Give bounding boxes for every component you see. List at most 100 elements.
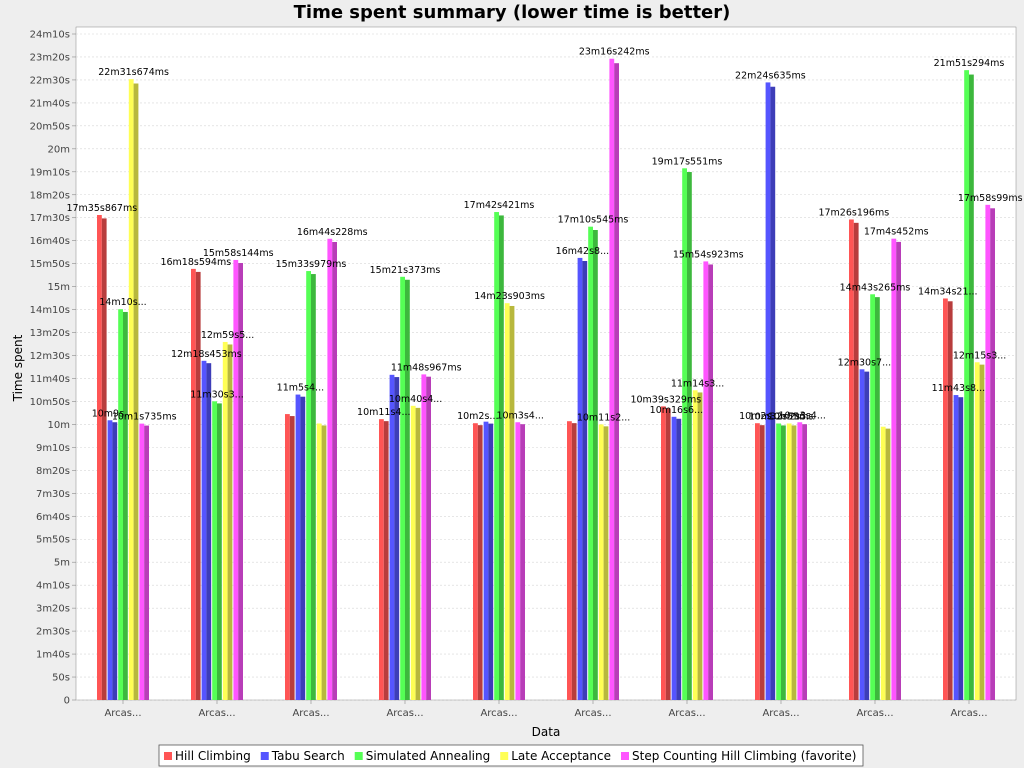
bar — [421, 374, 427, 700]
bar-shadow — [101, 218, 107, 700]
legend-box — [158, 744, 864, 767]
bar-label: 16m18s594ms — [160, 257, 231, 268]
bar — [379, 419, 384, 700]
bar-label: 17m58s99ms — [958, 193, 1023, 204]
bar — [295, 394, 301, 700]
x-axis-ticks: Arcas... Arcas... Arcas... Arcas... Arcas...… — [104, 700, 988, 719]
bar-shadow — [969, 74, 974, 700]
bar-label: 15m21s373ms — [370, 265, 441, 276]
y-tick-label: 11m40s — [30, 374, 70, 385]
bar — [473, 423, 478, 700]
y-tick-label: 10m — [48, 420, 70, 431]
bar — [849, 219, 854, 700]
y-tick-label: 4m10s — [36, 581, 70, 592]
bar — [233, 259, 239, 700]
bar-label: 23m16s242ms — [579, 47, 650, 58]
bar-label: 10m9s... — [92, 408, 133, 419]
bar-shadow — [687, 172, 692, 700]
bar-shadow — [112, 422, 118, 700]
bar-shadow — [759, 425, 765, 700]
legend: Hill Climbing Tabu Search Simulated Anneal… — [158, 744, 864, 767]
bar — [598, 424, 604, 700]
bar — [859, 369, 865, 700]
y-tick-label: 3m20s — [36, 604, 70, 615]
bar-shadow — [781, 425, 786, 700]
y-tick-label: 20m50s — [30, 121, 70, 132]
bar — [776, 423, 781, 700]
x-tick-label: Arcas... — [198, 708, 235, 719]
bar-shadow — [415, 407, 421, 700]
bar-label: 17m10s545ms — [558, 215, 629, 226]
y-tick-label: 19m10s — [30, 167, 70, 178]
bar — [671, 416, 677, 700]
bar-shadow — [499, 215, 504, 700]
bars — [97, 58, 995, 701]
x-tick-label: Arcas... — [480, 708, 517, 719]
bar-shadow — [864, 371, 870, 700]
bar-label: 10m1s735ms — [112, 412, 177, 423]
plot-area — [75, 26, 1017, 701]
bar — [316, 423, 322, 700]
bar — [410, 405, 416, 700]
bar — [567, 421, 572, 700]
bar — [306, 271, 311, 700]
y-tick-label: 2m30s — [36, 627, 70, 638]
bar-shadow — [332, 241, 337, 700]
bar-label: 10m3s4... — [778, 410, 825, 421]
bar-shadow — [144, 425, 149, 700]
bar-label: 14m34s21... — [918, 286, 978, 297]
y-tick-label: 17m30s — [30, 213, 70, 224]
bar-label: 10m2s... — [739, 411, 780, 422]
bar — [139, 423, 145, 700]
y-tick-label: 15m — [48, 282, 70, 293]
legend-item: Hill Climbing — [175, 749, 251, 763]
bar-label: 10m2s... — [457, 411, 498, 422]
bar-label: 10m39s329ms — [630, 394, 701, 405]
bar-label: 11m43s8... — [932, 383, 985, 394]
bar-shadow — [394, 377, 400, 700]
x-tick-label: Arcas... — [762, 708, 799, 719]
bar-shadow — [383, 421, 389, 700]
legend-item: Late Acceptance — [511, 749, 611, 763]
bar — [212, 401, 217, 700]
bar-shadow — [133, 83, 139, 700]
bar-label: 10m2s5... — [768, 411, 815, 422]
bar — [682, 168, 687, 700]
legend-item: Step Counting Hill Climbing (favorite) — [632, 749, 856, 763]
y-tick-label: 22m30s — [30, 75, 70, 86]
bar-label: 12m59s5... — [201, 330, 254, 341]
bar-shadow — [697, 392, 703, 700]
y-tick-label: 23m20s — [30, 52, 70, 63]
bar-shadow — [571, 423, 577, 700]
y-tick-label: 1m40s — [36, 650, 70, 661]
bar-label: 10m11s2... — [577, 412, 630, 423]
bar-shadow — [311, 274, 316, 700]
bar-shadow — [791, 425, 797, 700]
bar-shadow — [875, 297, 880, 700]
bar-label: 11m14s3... — [671, 378, 724, 389]
bar — [107, 420, 113, 700]
y-tick-label: 0 — [64, 696, 70, 707]
bar-label: 17m26s196ms — [818, 207, 889, 218]
bar-shadow — [885, 428, 891, 700]
bar — [661, 406, 666, 700]
legend-swatch — [260, 752, 269, 760]
bar-shadow — [770, 86, 776, 700]
x-tick-label: Arcas... — [386, 708, 423, 719]
y-tick-label: 15m50s — [30, 259, 70, 270]
bar-label: 14m23s903ms — [474, 291, 545, 302]
bar-label: 12m30s7... — [838, 357, 891, 368]
bar-label: 16m42s8... — [556, 246, 609, 257]
bar-labels: 17m35s867ms 10m9s... 14m10s... 22m31s674ms 1… — [66, 47, 1022, 424]
bar-shadow — [593, 229, 598, 700]
bar — [880, 426, 886, 700]
bar-label: 17m35s867ms — [66, 203, 137, 214]
bar-shadow — [947, 301, 953, 700]
bar — [389, 374, 395, 700]
bar-label: 16m44s228ms — [297, 227, 368, 238]
bar — [974, 362, 980, 700]
legend-swatch — [354, 752, 363, 760]
bar-shadow — [206, 363, 212, 700]
bar-label: 14m10s... — [99, 297, 146, 308]
bar-label: 17m42s421ms — [464, 200, 535, 211]
